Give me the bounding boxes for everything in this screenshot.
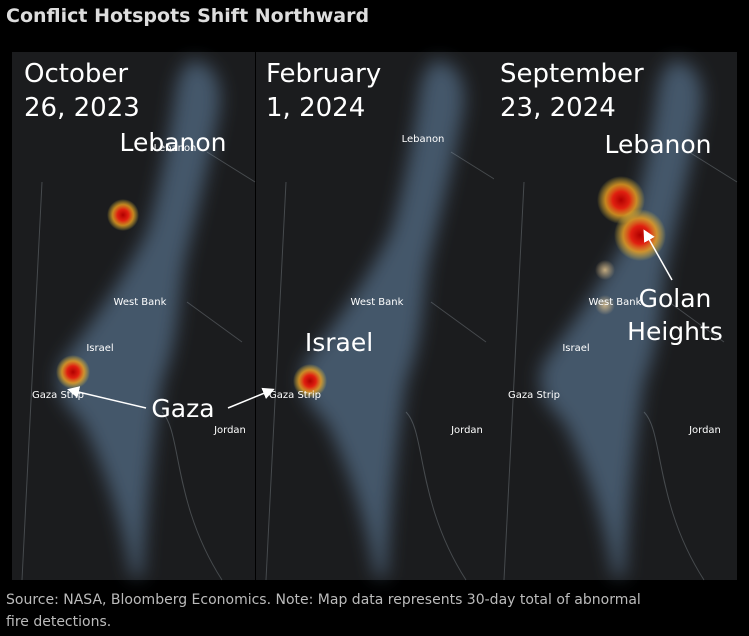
callout: Lebanon: [604, 130, 711, 159]
map-label: Lebanon: [154, 143, 197, 154]
map-label: Israel: [86, 343, 113, 354]
arrow: [643, 229, 673, 281]
map-label: Jordan: [450, 425, 483, 436]
map-label: West Bank: [351, 297, 404, 308]
arrow: [67, 386, 147, 409]
map-label: Jordan: [213, 425, 246, 436]
callout: Golan: [639, 284, 712, 313]
map-label: West Bank: [589, 297, 642, 308]
map-label: Gaza Strip: [32, 390, 84, 401]
source-note: Source: NASA, Bloomberg Economics. Note:…: [6, 592, 641, 608]
map-panel: [12, 52, 255, 580]
arrow: [227, 387, 275, 409]
map-label: West Bank: [114, 297, 167, 308]
map-label: Jordan: [688, 425, 721, 436]
panel-date: 1, 2024: [266, 93, 365, 123]
callout: Heights: [627, 317, 723, 346]
map-label: Gaza Strip: [508, 390, 560, 401]
map-label: Lebanon: [402, 134, 445, 145]
callout: Lebanon: [119, 128, 226, 157]
panel-date: 23, 2024: [500, 93, 616, 123]
panel-date: 26, 2023: [24, 93, 140, 123]
panel-date: September: [500, 59, 644, 89]
map-label: Gaza Strip: [269, 390, 321, 401]
panel-date: February: [266, 59, 381, 89]
callout: Gaza: [151, 394, 214, 423]
title: Conflict Hotspots Shift Northward: [6, 5, 369, 27]
map-panel: [494, 52, 737, 580]
source-note: fire detections.: [6, 614, 111, 630]
panel-date: October: [24, 59, 128, 89]
map-panel: [256, 52, 499, 580]
map-label: Israel: [562, 343, 589, 354]
callout: Israel: [305, 328, 373, 357]
